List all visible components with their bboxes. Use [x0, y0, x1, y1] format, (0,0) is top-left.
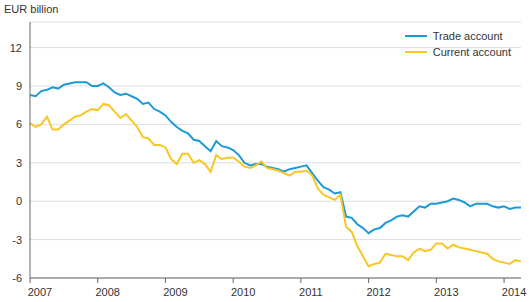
html-text:Trade account: Trade account [432, 30, 503, 42]
svg-text:2012: 2012 [366, 286, 390, 298]
svg-text:2009: 2009 [163, 286, 187, 298]
svg-text:2013: 2013 [434, 286, 458, 298]
html-text:EUR billion: EUR billion [4, 3, 59, 15]
html-text:Current account: Current account [432, 46, 511, 58]
svg-text:-6: -6 [12, 272, 22, 284]
svg-text:2011: 2011 [299, 286, 323, 298]
svg-text:2010: 2010 [231, 286, 255, 298]
svg-text:2014: 2014 [502, 286, 521, 298]
svg-text:12: 12 [10, 42, 22, 54]
svg-text:0: 0 [16, 195, 22, 207]
svg-text:6: 6 [16, 118, 22, 130]
svg-text:9: 9 [16, 80, 22, 92]
svg-text:2008: 2008 [95, 286, 119, 298]
svg-text:2007: 2007 [28, 286, 52, 298]
svg-text:-3: -3 [12, 234, 22, 246]
svg-text:3: 3 [16, 157, 22, 169]
